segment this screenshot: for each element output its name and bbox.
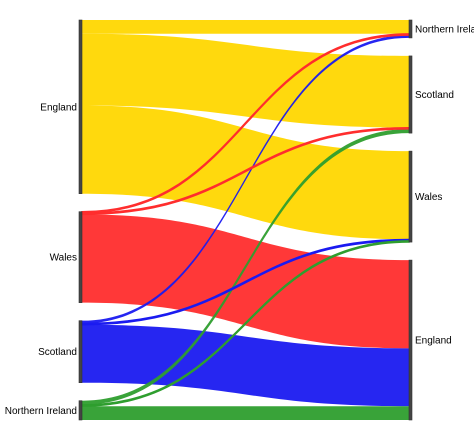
source-node-wales: [78, 211, 83, 303]
source-node-northernireland: [78, 400, 83, 421]
flow-scotland-to-england: [82, 324, 409, 407]
target-label-england: England: [415, 336, 452, 347]
flow-northernireland-to-scotland: [82, 128, 409, 405]
target-label-northernireland: Northern Ireland: [415, 24, 474, 35]
source-label-northernireland: Northern Ireland: [5, 406, 77, 417]
source-node-england: [78, 19, 83, 194]
source-node-scotland: [78, 320, 83, 384]
source-label-wales: Wales: [50, 253, 77, 264]
target-label-scotland: Scotland: [415, 90, 454, 101]
flow-northernireland-to-england: [82, 406, 409, 420]
flow-england-to-northernireland: [82, 20, 409, 34]
flow-england-to-scotland: [82, 33, 409, 128]
target-node-wales: [408, 150, 413, 243]
target-node-scotland: [408, 55, 413, 134]
source-label-england: England: [40, 102, 77, 113]
target-node-england: [408, 259, 413, 421]
target-label-wales: Wales: [415, 192, 442, 203]
target-node-northernireland: [408, 19, 413, 39]
source-label-scotland: Scotland: [38, 347, 77, 358]
flow-scotland-to-northernireland: [82, 35, 409, 324]
